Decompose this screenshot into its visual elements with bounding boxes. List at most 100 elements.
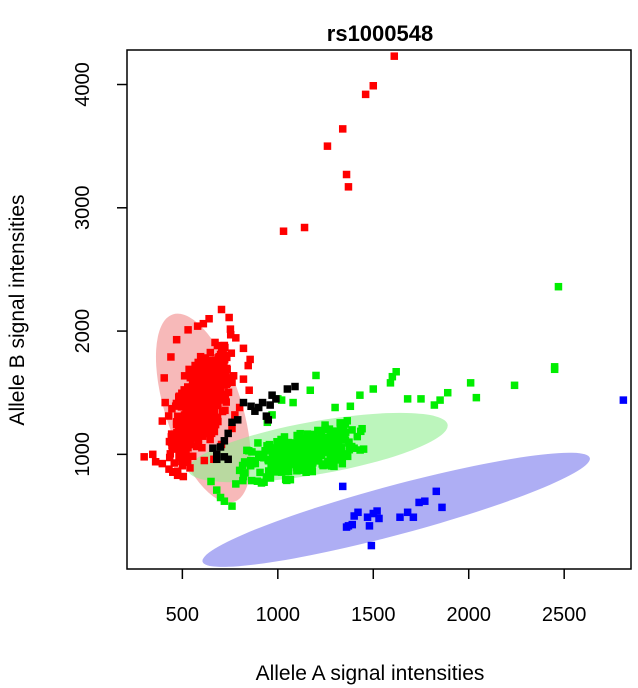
data-point	[314, 426, 322, 435]
data-point	[291, 382, 299, 391]
data-point	[279, 227, 288, 235]
data-point	[323, 142, 332, 150]
data-point	[350, 444, 358, 452]
data-point	[239, 375, 248, 383]
data-point	[315, 439, 323, 448]
data-point	[228, 502, 236, 510]
data-point	[253, 477, 262, 485]
data-point	[225, 313, 233, 322]
data-point	[267, 462, 275, 470]
data-point	[179, 472, 188, 481]
data-point	[356, 446, 364, 454]
data-point	[320, 444, 328, 453]
data-point	[198, 377, 206, 386]
data-point	[151, 457, 160, 466]
data-point	[323, 440, 332, 449]
data-point	[178, 389, 186, 397]
data-point	[244, 361, 252, 370]
data-point	[350, 512, 358, 520]
data-point	[184, 388, 192, 397]
data-point	[140, 453, 148, 461]
data-point	[194, 407, 202, 415]
data-point	[392, 368, 400, 376]
data-point	[228, 418, 236, 427]
data-point	[210, 406, 219, 415]
data-point	[184, 326, 192, 334]
data-point	[224, 388, 233, 397]
data-point	[169, 468, 177, 476]
data-point	[472, 393, 481, 402]
data-point	[195, 415, 203, 424]
data-point	[342, 523, 351, 531]
data-point	[554, 282, 563, 291]
data-point	[300, 223, 309, 232]
data-point	[280, 433, 289, 441]
data-point	[388, 372, 397, 381]
data-point	[183, 457, 192, 466]
data-point	[310, 455, 318, 464]
data-point	[189, 391, 198, 399]
data-point	[239, 398, 248, 407]
data-point	[192, 379, 200, 387]
data-point	[284, 467, 293, 476]
data-point	[333, 456, 342, 464]
data-point	[369, 385, 378, 393]
data-point	[327, 462, 336, 470]
data-point	[202, 376, 211, 384]
data-point	[228, 378, 236, 387]
data-point	[345, 445, 354, 454]
x-tick-label: 1500	[351, 604, 396, 626]
data-point	[177, 453, 185, 462]
data-point	[208, 358, 217, 366]
data-point	[220, 453, 229, 461]
data-point	[218, 364, 226, 373]
data-point	[304, 454, 312, 463]
data-point	[224, 429, 232, 438]
data-point	[403, 395, 412, 403]
data-point	[205, 314, 213, 323]
data-point	[231, 411, 239, 419]
data-point	[403, 508, 412, 517]
data-point	[192, 373, 200, 381]
data-point	[245, 459, 253, 467]
data-point	[232, 480, 240, 488]
data-point	[185, 365, 193, 374]
data-point	[213, 388, 221, 397]
data-point	[220, 381, 228, 389]
data-point	[158, 459, 167, 468]
data-point	[173, 467, 182, 476]
data-point	[386, 379, 395, 387]
x-tick-label: 500	[166, 604, 199, 626]
data-point	[175, 436, 183, 444]
data-point	[269, 452, 277, 460]
data-point	[196, 391, 205, 400]
data-point	[409, 513, 418, 521]
data-point	[228, 424, 236, 433]
data-point	[268, 391, 276, 399]
data-point	[287, 460, 296, 468]
y-tick-label: 4000	[72, 62, 94, 107]
data-point	[213, 341, 222, 350]
data-point	[338, 459, 347, 468]
data-point	[438, 503, 446, 512]
data-point	[256, 468, 264, 477]
data-point	[361, 90, 370, 99]
data-point	[195, 396, 203, 404]
data-point	[178, 461, 187, 470]
data-point	[218, 391, 227, 400]
data-point	[209, 397, 217, 406]
data-point	[284, 454, 293, 462]
data-point	[303, 430, 312, 438]
data-point	[344, 183, 353, 191]
data-point	[206, 393, 215, 402]
data-point	[367, 541, 376, 550]
data-point	[183, 400, 191, 409]
data-point	[415, 498, 423, 507]
data-point	[216, 350, 225, 359]
data-point	[338, 482, 347, 491]
data-point	[265, 440, 274, 449]
data-point	[220, 355, 229, 364]
data-point	[190, 367, 199, 375]
data-point	[212, 450, 221, 459]
data-point	[341, 428, 350, 436]
